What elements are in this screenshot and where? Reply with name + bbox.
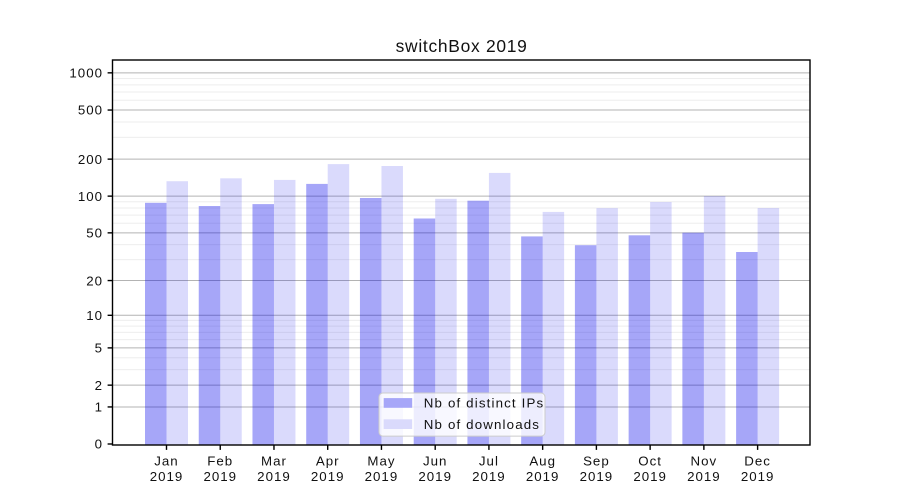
svg-text:switchBox 2019: switchBox 2019 xyxy=(396,36,528,56)
svg-text:Jul: Jul xyxy=(479,454,499,469)
svg-text:2019: 2019 xyxy=(257,469,291,484)
svg-text:Oct: Oct xyxy=(638,454,662,469)
svg-text:0: 0 xyxy=(95,437,103,452)
svg-text:2019: 2019 xyxy=(365,469,399,484)
svg-text:Dec: Dec xyxy=(744,454,771,469)
svg-text:2019: 2019 xyxy=(526,469,560,484)
svg-text:10: 10 xyxy=(86,308,103,323)
svg-text:500: 500 xyxy=(78,103,103,118)
svg-text:1000: 1000 xyxy=(69,66,103,81)
svg-text:5: 5 xyxy=(95,341,103,356)
svg-text:Sep: Sep xyxy=(583,454,610,469)
svg-text:50: 50 xyxy=(86,226,103,241)
svg-text:Jun: Jun xyxy=(423,454,447,469)
svg-text:Nb of downloads: Nb of downloads xyxy=(424,417,540,432)
svg-text:1: 1 xyxy=(95,400,103,415)
svg-text:Apr: Apr xyxy=(316,454,340,469)
svg-text:Mar: Mar xyxy=(261,454,287,469)
svg-text:20: 20 xyxy=(86,273,103,288)
svg-text:2019: 2019 xyxy=(418,469,452,484)
svg-text:2: 2 xyxy=(95,378,103,393)
svg-text:Nov: Nov xyxy=(691,454,718,469)
svg-text:2019: 2019 xyxy=(580,469,614,484)
svg-text:2019: 2019 xyxy=(150,469,184,484)
svg-text:May: May xyxy=(367,454,395,469)
svg-text:2019: 2019 xyxy=(741,469,775,484)
svg-text:200: 200 xyxy=(78,152,103,167)
svg-text:2019: 2019 xyxy=(203,469,237,484)
svg-text:2019: 2019 xyxy=(311,469,345,484)
svg-text:Feb: Feb xyxy=(207,454,233,469)
svg-text:Aug: Aug xyxy=(529,454,556,469)
svg-text:Nb of distinct IPs: Nb of distinct IPs xyxy=(424,396,544,411)
svg-text:2019: 2019 xyxy=(472,469,506,484)
svg-text:Jan: Jan xyxy=(154,454,178,469)
svg-text:100: 100 xyxy=(78,189,103,204)
svg-text:2019: 2019 xyxy=(633,469,667,484)
svg-text:2019: 2019 xyxy=(687,469,721,484)
